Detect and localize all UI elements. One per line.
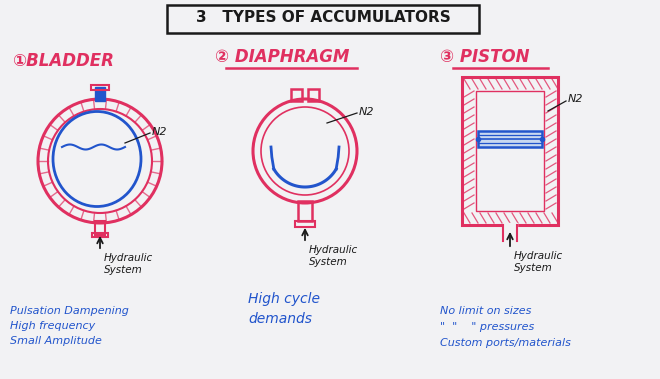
Bar [95,87,105,101]
Text: High frequency: High frequency [10,321,95,331]
Text: ①BLADDER: ①BLADDER [12,52,114,70]
Bar [291,89,302,101]
Text: Small Amplitude: Small Amplitude [10,336,102,346]
Bar [91,85,109,90]
Text: No limit on sizes: No limit on sizes [440,306,531,316]
Text: "  "    " pressures: " " " pressures [440,322,534,332]
Text: 3   TYPES OF ACCUMULATORS: 3 TYPES OF ACCUMULATORS [195,11,450,25]
Text: Pulsation Dampening: Pulsation Dampening [10,306,129,316]
Text: N2: N2 [359,107,374,117]
Text: N2: N2 [568,94,583,104]
Text: ② DIAPHRAGM: ② DIAPHRAGM [215,48,349,66]
Bar [298,201,312,221]
Text: demands: demands [248,312,312,326]
Bar [476,91,544,211]
Bar [462,77,558,225]
Text: N2: N2 [152,127,168,137]
Text: Hydraulic
System: Hydraulic System [309,245,358,266]
Bar [478,131,542,147]
Text: Hydraulic
System: Hydraulic System [514,251,563,273]
Text: High cycle: High cycle [248,292,320,306]
Bar [308,89,319,101]
Bar [503,223,517,241]
Bar [95,221,105,235]
Bar [295,221,315,227]
Bar [92,233,108,237]
Text: ③ PISTON: ③ PISTON [440,48,529,66]
FancyBboxPatch shape [167,5,479,33]
Text: Hydraulic
System: Hydraulic System [104,253,153,275]
Text: Custom ports/materials: Custom ports/materials [440,338,571,348]
